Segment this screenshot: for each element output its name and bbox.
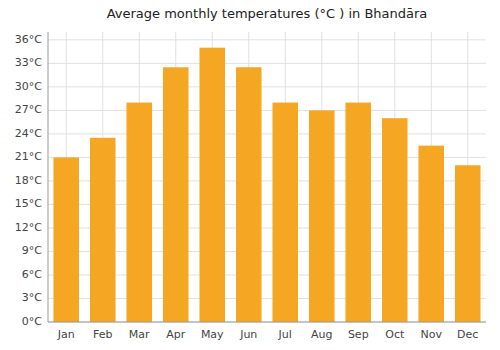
y-tick-label: 24°C [15, 127, 42, 140]
x-tick-label: Dec [457, 328, 478, 341]
x-tick-label: Jul [278, 328, 292, 341]
y-grid-line [48, 39, 486, 40]
y-tick-label: 30°C [15, 80, 42, 93]
x-tick-label: Feb [93, 328, 112, 341]
x-tick-label: Sep [348, 328, 369, 341]
bar [382, 118, 408, 322]
bar [455, 165, 481, 322]
bar [126, 103, 152, 322]
y-tick-label: 6°C [22, 268, 42, 281]
y-tick-label: 9°C [22, 244, 42, 257]
y-grid-line [48, 110, 486, 111]
chart: Average monthly temperatures (°C ) in Bh… [0, 0, 500, 350]
bars [53, 48, 480, 322]
grid [48, 32, 486, 322]
y-grid-line [48, 63, 486, 64]
x-tick-label: Oct [385, 328, 405, 341]
bar [236, 67, 262, 322]
title: Average monthly temperatures (°C ) in Bh… [107, 6, 428, 21]
y-tick-label: 18°C [15, 174, 42, 187]
y-tick-label: 12°C [15, 221, 42, 234]
x-tick-label: May [201, 328, 224, 341]
y-axis-line [48, 32, 49, 322]
bar [418, 146, 444, 322]
bar [199, 48, 225, 322]
y-tick-label: 3°C [22, 291, 42, 304]
y-tick-label: 36°C [15, 33, 42, 46]
y-tick-label: 0°C [22, 315, 42, 328]
x-tick-label: Aug [311, 328, 332, 341]
x-tick-label: Jan [57, 328, 75, 341]
y-tick-label: 33°C [15, 56, 42, 69]
bar [90, 138, 116, 322]
bar [53, 157, 79, 322]
x-tick-label: Jun [239, 328, 257, 341]
bar [309, 110, 335, 322]
y-grid-line [48, 322, 486, 323]
y-tick-label: 15°C [15, 197, 42, 210]
y-grid-line [48, 86, 486, 87]
x-tick-label: Mar [129, 328, 150, 341]
x-tick-label: Nov [421, 328, 443, 341]
bar [163, 67, 189, 322]
x-axis-line [48, 322, 486, 323]
y-grid-line [48, 133, 486, 134]
x-tick-label: Apr [166, 328, 186, 341]
y-tick-label: 21°C [15, 150, 42, 163]
bar [272, 103, 298, 322]
y-tick-label: 27°C [15, 103, 42, 116]
bar [345, 103, 371, 322]
